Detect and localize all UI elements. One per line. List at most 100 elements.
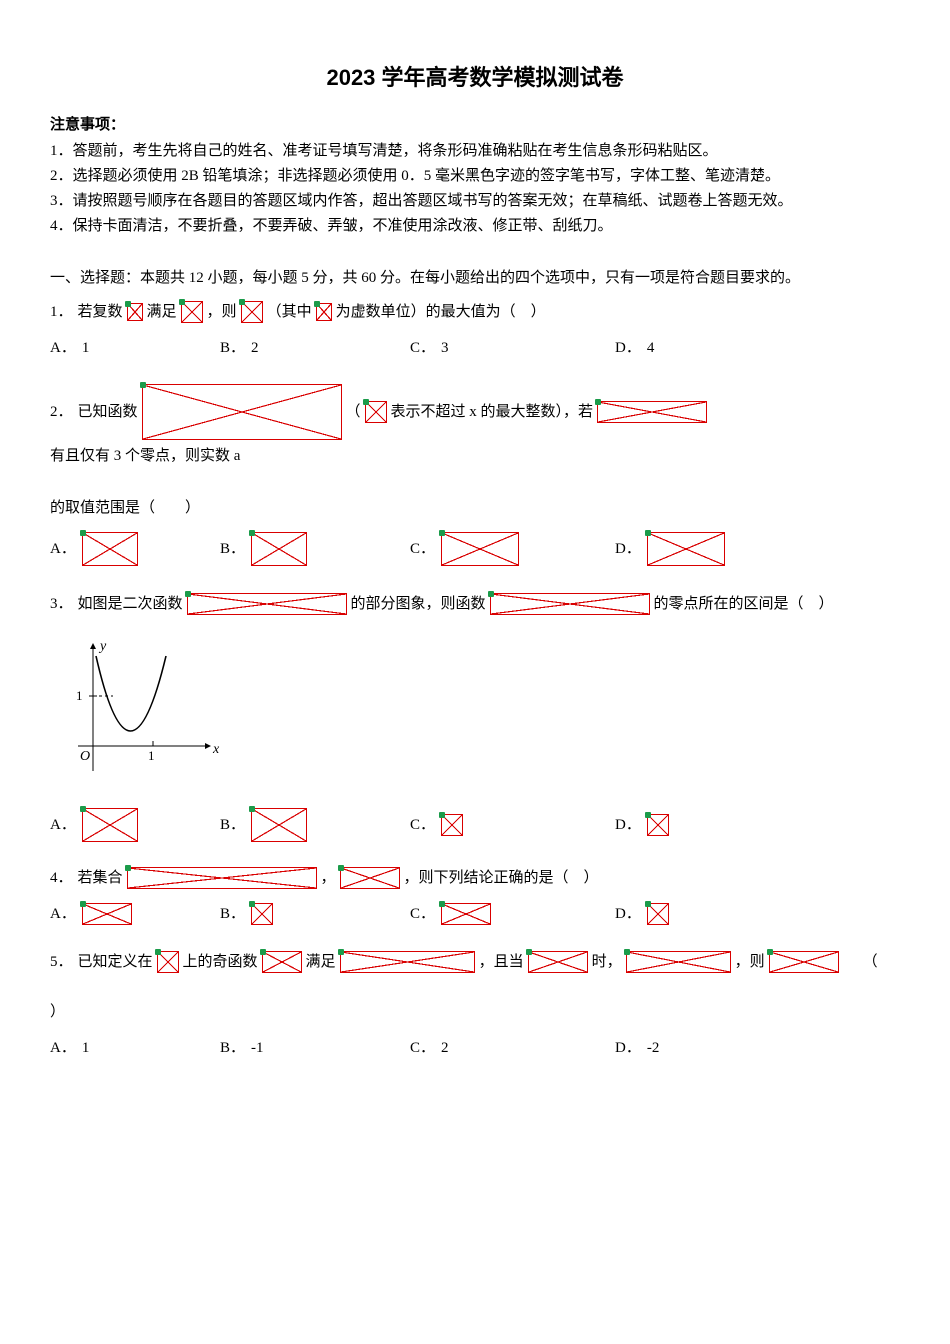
notice-item-1: 1．答题前，考生先将自己的姓名、准考证号填写清楚，将条形码准确粘贴在考生信息条形… (50, 139, 900, 163)
q2-opt-a-img (82, 532, 138, 566)
notice-header: 注意事项： (50, 113, 900, 137)
q1-text-2: 满足 (147, 300, 177, 324)
q1-blank-z (127, 303, 143, 321)
q4-opt-b: B． (220, 902, 410, 926)
q5-options: A．1 B．-1 C．2 D．-2 (50, 1036, 900, 1060)
q3-text-3: 的零点所在的区间是（ ） (654, 592, 834, 616)
q4-opt-d-img (647, 903, 669, 925)
q4-opt-d: D． (615, 902, 900, 926)
q2-opt-c-img (441, 532, 519, 566)
q3-xtick: 1 (148, 748, 155, 763)
q5-blank-eq1 (340, 951, 475, 973)
notice-item-4: 4．保持卡面清洁，不要折叠，不要弄破、弄皱，不准使用涂改液、修正带、刮纸刀。 (50, 214, 900, 238)
q5-blank-domain (157, 951, 179, 973)
q1-text-1: 若复数 (78, 300, 123, 324)
q5-text-1: 已知定义在 (78, 950, 153, 974)
q1-blank-eq2 (241, 301, 263, 323)
q3-num: 3． (50, 592, 73, 616)
q4-opt-b-img (251, 903, 273, 925)
q1-blank-eq1 (181, 301, 203, 323)
q4-text-2: ， (321, 866, 336, 890)
q3-blank-func2 (490, 593, 650, 615)
q4-blank-a (127, 867, 317, 889)
q5-blank-interval (528, 951, 588, 973)
notice-item-3: 3．请按照题号顺序在各题目的答题区域内作答，超出答题区域书写的答案无效；在草稿纸… (50, 189, 900, 213)
q3-opt-b-img (251, 808, 307, 842)
notice-item-2: 2．选择题必须使用 2B 铅笔填涂；非选择题必须使用 0．5 毫米黑色字迹的签字… (50, 164, 900, 188)
q4-opt-a: A． (50, 902, 220, 926)
q1-num: 1． (50, 300, 73, 324)
q5-text-2: 上的奇函数 (183, 950, 258, 974)
q5-blank-val (769, 951, 839, 973)
q1-text-4: （其中 (267, 300, 312, 324)
q1-opt-b: B．2 (220, 336, 410, 360)
q2-num: 2． (50, 400, 73, 424)
question-4: 4． 若集合 ， ，则下列结论正确的是（ ） (50, 866, 900, 890)
q3-graph: x y O 1 1 (58, 636, 228, 786)
q3-origin: O (80, 749, 90, 764)
q3-opt-d-img (647, 814, 669, 836)
q2-text-2: （ (346, 400, 361, 424)
q2-text-3: 表示不超过 x 的最大整数），若 (391, 400, 594, 424)
q4-opt-c: C． (410, 902, 615, 926)
q2-opt-b-img (251, 532, 307, 566)
q5-line2: ） (50, 1000, 900, 1024)
q3-opt-b: B． (220, 808, 410, 842)
q4-opt-a-img (82, 903, 132, 925)
q5-blank-fx (262, 951, 302, 973)
q1-text-3: ，则 (207, 300, 237, 324)
q1-opt-d: D．4 (615, 336, 900, 360)
q5-blank-eq2 (626, 951, 731, 973)
q5-num: 5． (50, 950, 73, 974)
q3-ylabel: y (98, 639, 107, 654)
section-header: 一、选择题：本题共 12 小题，每小题 5 分，共 60 分。在每小题给出的四个… (50, 266, 900, 290)
q5-text-6: ，则 (735, 950, 765, 974)
page-title: 2023 学年高考数学模拟测试卷 (50, 60, 900, 95)
q2-blank-eq (597, 401, 707, 423)
q3-ytick: 1 (76, 688, 83, 703)
q2-blank-bracket (365, 401, 387, 423)
q1-blank-i (316, 303, 332, 321)
q5-opt-c: C．2 (410, 1036, 615, 1060)
q2-blank-func (142, 384, 342, 440)
q4-options: A． B． C． D． (50, 902, 900, 926)
q1-opt-a: A．1 (50, 336, 220, 360)
q2-opt-b: B． (220, 532, 410, 566)
q3-options: A． B． C． D． (50, 808, 900, 842)
q4-blank-b (340, 867, 400, 889)
question-1: 1． 若复数 满足 ，则 （其中 为虚数单位）的最大值为（ ） (50, 300, 900, 324)
q1-opt-c: C．3 (410, 336, 615, 360)
q1-options: A．1 B．2 C．3 D．4 (50, 336, 900, 360)
q3-blank-func1 (187, 593, 347, 615)
q2-opt-c: C． (410, 532, 615, 566)
q4-num: 4． (50, 866, 73, 890)
q2-options: A． B． C． D． (50, 532, 900, 566)
q4-text-3: ，则下列结论正确的是（ ） (404, 866, 599, 890)
q3-opt-d: D． (615, 808, 900, 842)
q5-opt-d: D．-2 (615, 1036, 900, 1060)
q3-text-1: 如图是二次函数 (78, 592, 183, 616)
q3-opt-c: C． (410, 808, 615, 842)
q5-text-3: 满足 (306, 950, 336, 974)
q5-opt-b: B．-1 (220, 1036, 410, 1060)
q5-text-5: 时， (592, 950, 622, 974)
q2-text-4: 有且仅有 3 个零点，则实数 a (50, 444, 240, 468)
q2-line2: 的取值范围是（ ） (50, 496, 900, 520)
question-3: 3． 如图是二次函数 的部分图象，则函数 的零点所在的区间是（ ） (50, 592, 900, 616)
q4-opt-c-img (441, 903, 491, 925)
q3-opt-c-img (441, 814, 463, 836)
q3-opt-a: A． (50, 808, 220, 842)
q3-xlabel: x (212, 742, 220, 757)
q2-opt-d-img (647, 532, 725, 566)
q3-text-2: 的部分图象，则函数 (351, 592, 486, 616)
q3-opt-a-img (82, 808, 138, 842)
q2-opt-a: A． (50, 532, 220, 566)
q2-text-1: 已知函数 (78, 400, 138, 424)
q4-text-1: 若集合 (78, 866, 123, 890)
question-2: 2． 已知函数 （ 表示不超过 x 的最大整数），若 有且仅有 3 个零点，则实… (50, 384, 900, 468)
q1-text-5: 为虚数单位）的最大值为（ ） (336, 300, 546, 324)
q5-opt-a: A．1 (50, 1036, 220, 1060)
q2-opt-d: D． (615, 532, 900, 566)
q5-text-7: （ (863, 950, 878, 974)
question-5: 5． 已知定义在 上的奇函数 满足 ，且当 时， ，则 （ (50, 950, 900, 974)
